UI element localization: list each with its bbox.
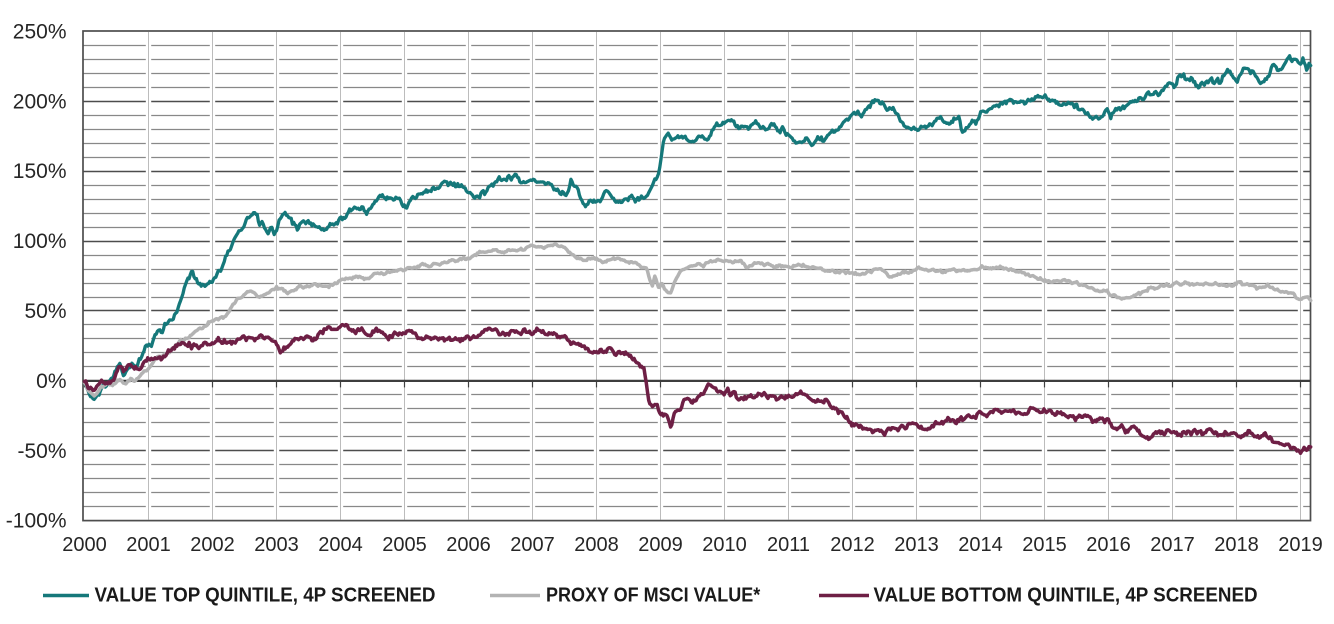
svg-text:2016: 2016 — [1086, 534, 1131, 556]
svg-text:2013: 2013 — [894, 534, 939, 556]
svg-text:-100%: -100% — [6, 510, 67, 533]
svg-text:VALUE BOTTOM QUINTILE, 4P SCRE: VALUE BOTTOM QUINTILE, 4P SCREENED — [874, 584, 1258, 607]
svg-text:2004: 2004 — [318, 534, 363, 556]
svg-text:2018: 2018 — [1214, 534, 1259, 556]
svg-text:50%: 50% — [24, 300, 66, 323]
svg-text:2011: 2011 — [767, 534, 810, 556]
svg-text:2015: 2015 — [1022, 534, 1067, 556]
svg-text:0%: 0% — [36, 370, 66, 393]
svg-text:2012: 2012 — [830, 534, 875, 556]
svg-text:2002: 2002 — [190, 534, 235, 556]
svg-text:2003: 2003 — [254, 534, 299, 556]
svg-text:2014: 2014 — [958, 534, 1003, 556]
svg-text:-50%: -50% — [17, 440, 66, 463]
svg-text:250%: 250% — [13, 20, 67, 43]
svg-text:2007: 2007 — [510, 534, 555, 556]
svg-text:2010: 2010 — [702, 534, 747, 556]
svg-text:PROXY OF MSCI VALUE*: PROXY OF MSCI VALUE* — [546, 585, 761, 607]
svg-text:200%: 200% — [13, 90, 67, 113]
svg-text:2019: 2019 — [1278, 534, 1323, 556]
svg-text:150%: 150% — [13, 160, 67, 183]
svg-text:2009: 2009 — [638, 534, 683, 556]
svg-text:2006: 2006 — [446, 534, 491, 556]
svg-text:2005: 2005 — [382, 534, 427, 556]
svg-text:2000: 2000 — [62, 534, 107, 556]
svg-text:2008: 2008 — [574, 534, 619, 556]
svg-text:VALUE TOP QUINTILE, 4P SCREENE: VALUE TOP QUINTILE, 4P SCREENED — [95, 584, 436, 607]
svg-text:100%: 100% — [13, 230, 67, 253]
svg-text:2017: 2017 — [1150, 534, 1195, 556]
svg-text:2001: 2001 — [126, 534, 171, 556]
